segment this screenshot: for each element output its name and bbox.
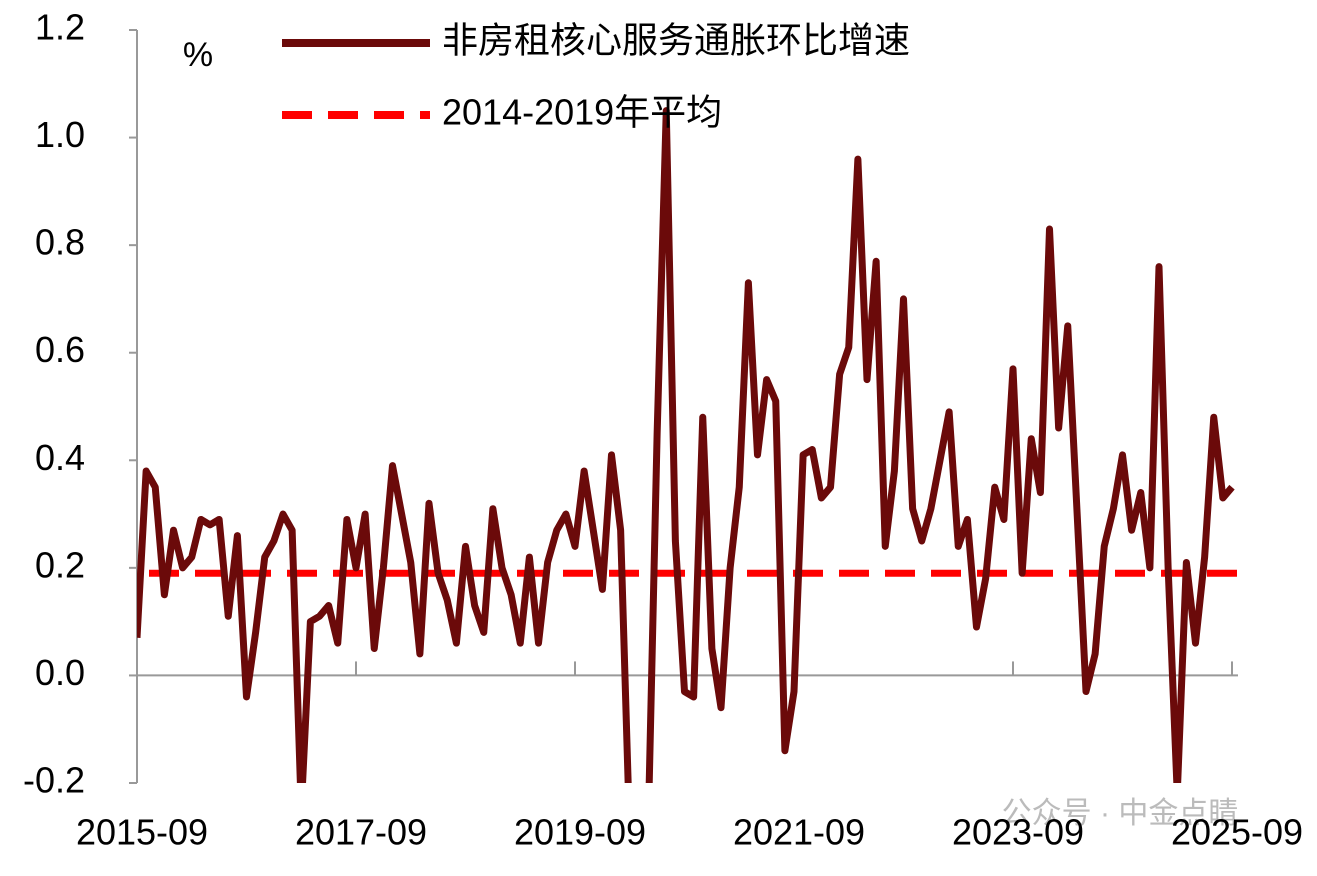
y-tick-label: 1.0: [35, 114, 85, 155]
x-tick-label: 2023-09: [952, 812, 1084, 853]
unit-label: %: [183, 36, 213, 74]
watermark: 公众号 · 中金点睛: [1002, 797, 1239, 830]
y-tick-label: 0.8: [35, 222, 85, 263]
x-tick-label: 2019-09: [514, 812, 646, 853]
y-tick-label: 0.4: [35, 437, 85, 478]
x-tick-label: 2015-09: [76, 812, 208, 853]
plot-area: [137, 107, 1238, 783]
y-tick-label: 0.0: [35, 652, 85, 693]
y-tick-label: 0.6: [35, 329, 85, 370]
legend-label: 2014-2019年平均: [442, 92, 722, 133]
x-tick-label: 2021-09: [733, 812, 865, 853]
x-tick-label: 2025-09: [1171, 812, 1303, 853]
y-tick-label: 1.2: [35, 7, 85, 48]
y-tick-label: 0.2: [35, 544, 85, 585]
legend-label: 非房租核心服务通胀环比增速: [442, 20, 910, 61]
x-tick-label: 2017-09: [295, 812, 427, 853]
y-tick-label: -0.2: [23, 760, 85, 801]
series-line: [137, 107, 1235, 783]
